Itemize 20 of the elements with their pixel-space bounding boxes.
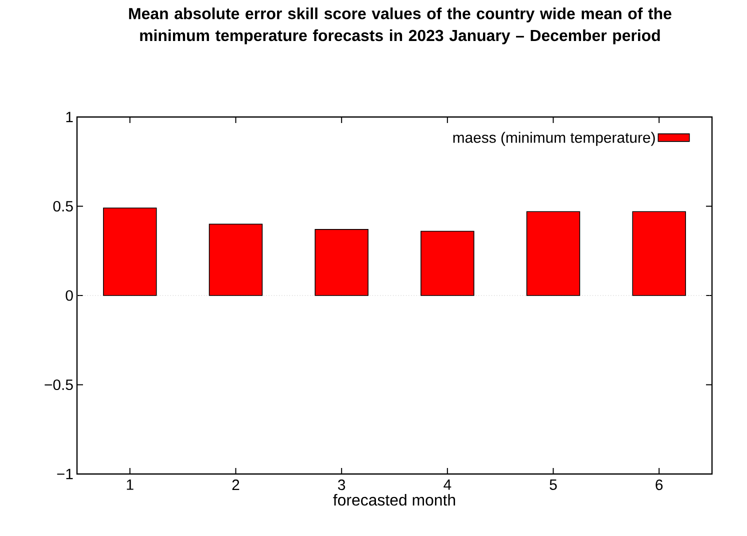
legend-label: maess (minimum temperature) <box>453 132 655 146</box>
bar <box>103 208 157 296</box>
bar <box>420 230 474 296</box>
x-tick-label: 5 <box>550 480 557 490</box>
y-tick-label: −1 <box>57 468 73 480</box>
bar <box>632 211 686 296</box>
x-tick-label: 3 <box>338 480 346 490</box>
bar <box>208 224 263 296</box>
y-tick-label: 1 <box>66 112 73 122</box>
bar <box>314 229 368 296</box>
y-tick-label: −0.5 <box>44 379 73 390</box>
y-tick-label: 0 <box>66 290 73 301</box>
x-tick-label: 2 <box>232 480 240 490</box>
x-tick-label: 1 <box>126 480 134 490</box>
bar <box>526 211 580 296</box>
y-tick-label: 0.5 <box>53 200 73 212</box>
chart-title: Mean absolute error skill score values of the country wide mean of the minimum temperature forecasts in 2023 January – December period <box>129 8 672 44</box>
x-tick-label: 4 <box>444 480 452 490</box>
x-axis-title: forecasted month <box>333 494 456 506</box>
x-tick-label: 6 <box>656 480 663 490</box>
